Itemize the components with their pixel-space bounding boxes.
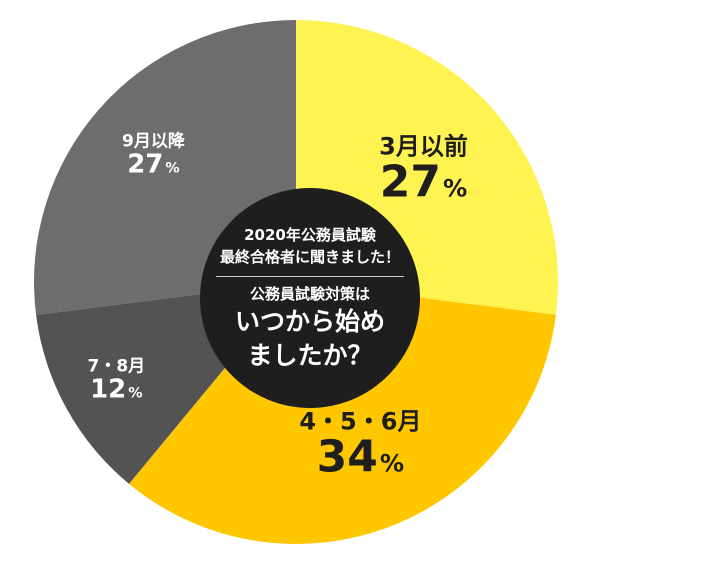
- slice-label-2: 4・5・6月 34%: [299, 407, 422, 480]
- slice-label-3: 7・8月 12%: [87, 356, 146, 405]
- slice-value-label: 34%: [299, 434, 421, 480]
- center-question-line-3: ましたか？: [247, 340, 373, 370]
- slice-label-4: 9月以降 27%: [122, 131, 185, 180]
- slice-value-number: 27: [127, 149, 164, 180]
- slice-value-unit: %: [165, 160, 180, 177]
- slice-category-label: 9月以降: [122, 131, 185, 152]
- slice-value-number: 12: [90, 374, 127, 405]
- center-divider: [216, 275, 404, 277]
- slice-value-unit: %: [443, 174, 468, 203]
- center-subtitle-line-2: 最終合格者に聞きました！: [219, 247, 400, 266]
- pie-slice-2: [128, 282, 556, 544]
- center-subtitle-line-1: 2020年公務員試験: [244, 225, 376, 244]
- center-question: 2020年公務員試験 最終合格者に聞きました！ 公務員試験対策は いつから始め …: [200, 188, 420, 408]
- slice-value-label: 27%: [379, 156, 468, 208]
- slice-category-label: 3月以前: [379, 131, 468, 160]
- slice-value-number: 34: [316, 431, 378, 483]
- slice-category-label: 4・5・6月: [299, 407, 422, 436]
- center-question-line-1: 公務員試験対策は: [249, 284, 370, 303]
- center-question-line-2: いつから始め: [234, 306, 385, 336]
- slice-category-label: 7・8月: [87, 356, 146, 377]
- slice-label-1: 3月以前 27%: [379, 131, 468, 208]
- slice-value-label: 27%: [122, 149, 185, 180]
- slice-value-label: 12%: [88, 374, 146, 405]
- slice-value-unit: %: [379, 449, 405, 478]
- slice-value-unit: %: [128, 385, 143, 402]
- slice-value-number: 27: [379, 156, 442, 208]
